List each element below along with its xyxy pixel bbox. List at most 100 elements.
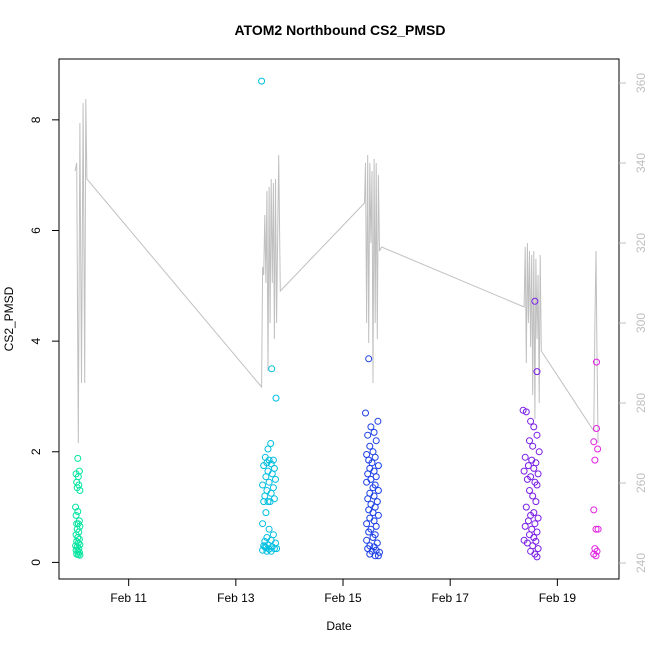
x-tick-label: Feb 11 xyxy=(110,591,147,605)
scatter-point xyxy=(520,467,528,475)
scatter-point xyxy=(372,522,380,530)
scatter-point xyxy=(531,297,539,305)
scatter-point xyxy=(260,542,268,550)
scatter-point xyxy=(522,503,530,511)
scatter-point xyxy=(74,508,82,515)
scatter-point xyxy=(72,511,80,519)
scatter-point xyxy=(590,550,598,558)
scatter-point xyxy=(366,442,374,450)
scatter-point xyxy=(265,525,273,533)
scatter-point xyxy=(371,453,379,461)
scatter-point xyxy=(258,77,266,85)
x-axis-label: Date xyxy=(326,619,352,633)
scatter-point xyxy=(365,355,373,363)
y2-tick-label: 260 xyxy=(634,473,648,493)
scatter-point xyxy=(374,552,382,560)
y-tick-label: 6 xyxy=(29,227,43,234)
scatter-point xyxy=(365,528,373,536)
scatter-point xyxy=(267,489,275,497)
y-tick-label: 8 xyxy=(29,116,43,123)
scatter-point xyxy=(259,481,267,489)
scatter-point xyxy=(529,442,537,450)
scatter-point xyxy=(268,365,276,373)
y2-tick-label: 340 xyxy=(634,153,648,173)
x-tick-label: Feb 13 xyxy=(217,591,255,605)
scatter-point xyxy=(369,534,377,541)
scatter-point xyxy=(269,456,277,464)
line-layer xyxy=(74,98,599,444)
scatter-point xyxy=(364,431,372,439)
scatter-point xyxy=(521,453,529,461)
y-axis-label: CS2_PMSD xyxy=(2,286,16,351)
scatter-point xyxy=(265,545,273,553)
points-layer xyxy=(72,77,602,561)
x-tick-label: Feb 19 xyxy=(539,591,577,605)
scatter-point xyxy=(266,498,274,506)
scatter-point xyxy=(590,438,598,446)
scatter-point xyxy=(74,454,82,462)
scatter-point xyxy=(523,475,531,483)
scatter-point xyxy=(533,553,541,561)
scatter-point xyxy=(259,520,267,528)
scatter-point xyxy=(533,481,541,489)
scatter-point xyxy=(592,525,600,533)
scatter-point xyxy=(264,498,272,506)
scatter-point xyxy=(76,551,84,559)
scatter-point xyxy=(364,495,372,503)
scatter-point xyxy=(522,408,530,416)
y2-tick-label: 320 xyxy=(634,233,648,253)
scatter-point xyxy=(370,428,378,436)
scatter-point xyxy=(530,423,538,431)
y-tick-label: 0 xyxy=(29,559,43,566)
scatter-point xyxy=(527,417,535,425)
scatter-point xyxy=(533,368,541,376)
scatter-point xyxy=(370,492,378,500)
scatter-point xyxy=(369,484,377,492)
scatter-point xyxy=(376,548,383,556)
scatter-point xyxy=(260,462,268,470)
scatter-point xyxy=(533,528,541,536)
scatter-point xyxy=(262,473,270,481)
scatter-point xyxy=(524,517,532,525)
scatter-point xyxy=(533,431,541,439)
scatter-point xyxy=(273,545,281,553)
y-axis: 0 2 4 6 8 xyxy=(29,116,59,566)
scatter-point xyxy=(72,503,80,511)
scatter-point xyxy=(374,511,382,519)
scatter-point xyxy=(262,509,270,517)
scatter-point xyxy=(534,470,542,478)
scatter-point xyxy=(362,409,369,417)
plot-frame xyxy=(58,58,620,580)
series-line xyxy=(74,98,599,444)
scatter-point xyxy=(530,464,538,472)
scatter-point xyxy=(521,522,529,530)
scatter-point xyxy=(593,425,600,432)
scatter-point xyxy=(363,520,371,528)
scatter-point xyxy=(371,552,379,560)
scatter-point xyxy=(363,478,371,486)
y2-axis: 240 260 280 300 320 340 360 xyxy=(619,73,648,573)
scatter-point xyxy=(592,552,600,560)
scatter-point xyxy=(268,470,276,478)
scatter-point xyxy=(369,509,377,517)
scatter-point xyxy=(523,539,531,547)
scatter-point xyxy=(374,417,382,425)
y-tick-label: 4 xyxy=(29,337,43,344)
scatter-point xyxy=(530,534,538,541)
scatter-point xyxy=(529,492,537,500)
scatter-point xyxy=(263,547,271,555)
y-tick-label: 2 xyxy=(29,448,43,455)
scatter-point xyxy=(76,487,84,494)
chart-title: ATOM2 Northbound CS2_PMSD xyxy=(234,22,445,38)
scatter-point xyxy=(591,456,599,464)
y2-tick-label: 360 xyxy=(634,73,648,93)
scatter-point xyxy=(534,514,542,522)
scatter-point xyxy=(532,498,540,506)
scatter-point xyxy=(367,423,375,431)
scatter-point xyxy=(534,545,542,553)
scatter-point xyxy=(264,445,272,453)
x-axis: Feb 11 Feb 13 Feb 15 Feb 17 Feb 19 xyxy=(110,579,576,605)
y2-tick-label: 240 xyxy=(634,553,648,573)
y2-tick-label: 300 xyxy=(634,313,648,333)
